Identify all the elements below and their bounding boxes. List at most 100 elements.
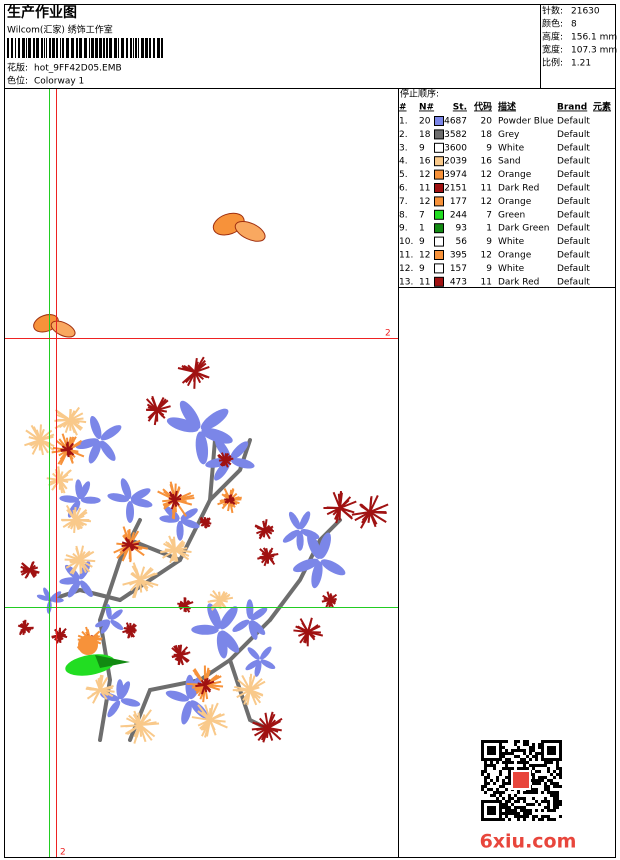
bar <box>56 38 58 58</box>
stitch <box>133 579 141 599</box>
qr-module <box>559 773 562 776</box>
bar <box>149 38 151 58</box>
qr-module <box>517 806 520 809</box>
bar <box>22 38 25 58</box>
stitch <box>168 535 176 551</box>
info-label: 比例: <box>542 57 563 69</box>
qr-module <box>508 812 511 815</box>
bar <box>133 38 134 58</box>
butterfly-wing <box>50 320 76 338</box>
row-number: 10. <box>399 237 413 247</box>
qr-module <box>502 785 505 788</box>
qr-module <box>532 767 535 770</box>
stitches: 177 <box>450 197 467 207</box>
stitch <box>249 678 263 691</box>
qr-module <box>502 740 505 743</box>
qr-module <box>532 746 535 749</box>
colorway: Colorway 1 <box>34 77 84 87</box>
brand: Default <box>557 224 590 234</box>
qr-module <box>559 776 562 779</box>
qr-module <box>502 803 505 806</box>
qr-module <box>487 764 490 767</box>
stitch <box>174 497 182 501</box>
qr-module <box>556 782 559 785</box>
leaf <box>130 488 151 501</box>
stitches: 157 <box>450 264 467 274</box>
stitch <box>65 554 81 561</box>
qr-module <box>508 779 511 782</box>
qr-module <box>514 809 517 812</box>
stem <box>48 587 122 602</box>
qr-module <box>535 782 538 785</box>
qr-module <box>550 761 553 764</box>
leaf <box>181 701 192 725</box>
qr-module <box>523 806 526 809</box>
needle: 20 <box>419 117 431 127</box>
qr-module <box>505 806 508 809</box>
qr-module <box>505 788 508 791</box>
border <box>4 4 616 858</box>
leaf <box>79 580 93 597</box>
code: 11 <box>481 184 492 194</box>
stitch <box>184 601 194 606</box>
color-swatch <box>434 250 444 260</box>
qr-module <box>529 803 532 806</box>
qr-module <box>544 788 547 791</box>
stitch <box>236 689 251 699</box>
stitches: 473 <box>450 277 467 287</box>
stitch <box>55 409 71 421</box>
stitches: 395 <box>450 251 467 261</box>
bar <box>60 38 61 58</box>
qr-module <box>517 815 520 818</box>
qr-module <box>505 809 508 812</box>
qr-module <box>514 749 517 752</box>
bar <box>153 38 155 58</box>
leaf <box>120 698 141 707</box>
qr-module <box>532 779 535 782</box>
colorway-label: 色位: <box>7 75 28 87</box>
needle: 1 <box>419 224 425 234</box>
butterfly-wing <box>234 220 266 242</box>
qr-module <box>502 752 505 755</box>
stitch <box>339 500 357 509</box>
leaf <box>165 690 190 702</box>
leaf <box>90 415 102 440</box>
qr-module <box>556 764 559 767</box>
qr-module <box>505 800 508 803</box>
qr-module <box>496 791 499 794</box>
qr-module <box>511 752 514 755</box>
qr-module <box>484 779 487 782</box>
stitch <box>129 627 136 631</box>
bar <box>71 38 74 58</box>
qr-module <box>502 782 505 785</box>
stitch <box>69 419 76 434</box>
description: White <box>498 143 525 153</box>
leaf <box>107 700 121 718</box>
qr-module <box>508 752 511 755</box>
bar <box>130 38 132 58</box>
qr-module <box>514 815 517 818</box>
leaf <box>107 493 130 503</box>
qr-module <box>523 758 526 761</box>
leaf <box>99 440 116 461</box>
leaf <box>195 431 209 465</box>
needle: 11 <box>419 184 430 194</box>
leaf <box>95 619 110 628</box>
qr-module <box>553 794 556 797</box>
qr-module <box>547 767 550 770</box>
stitch <box>21 562 31 571</box>
stitch <box>260 727 269 741</box>
qr-finder <box>547 746 556 755</box>
qr-module <box>550 809 553 812</box>
leaf <box>288 511 301 530</box>
stitch <box>151 397 158 411</box>
qr-module <box>490 779 493 782</box>
qr-module <box>538 743 541 746</box>
qr-module <box>505 758 508 761</box>
info-value: 21630 <box>571 7 600 17</box>
stitches: 93 <box>456 224 467 234</box>
stitch <box>19 627 26 634</box>
qr-module <box>523 767 526 770</box>
needle: 9 <box>419 237 425 247</box>
qr-module <box>553 785 556 788</box>
